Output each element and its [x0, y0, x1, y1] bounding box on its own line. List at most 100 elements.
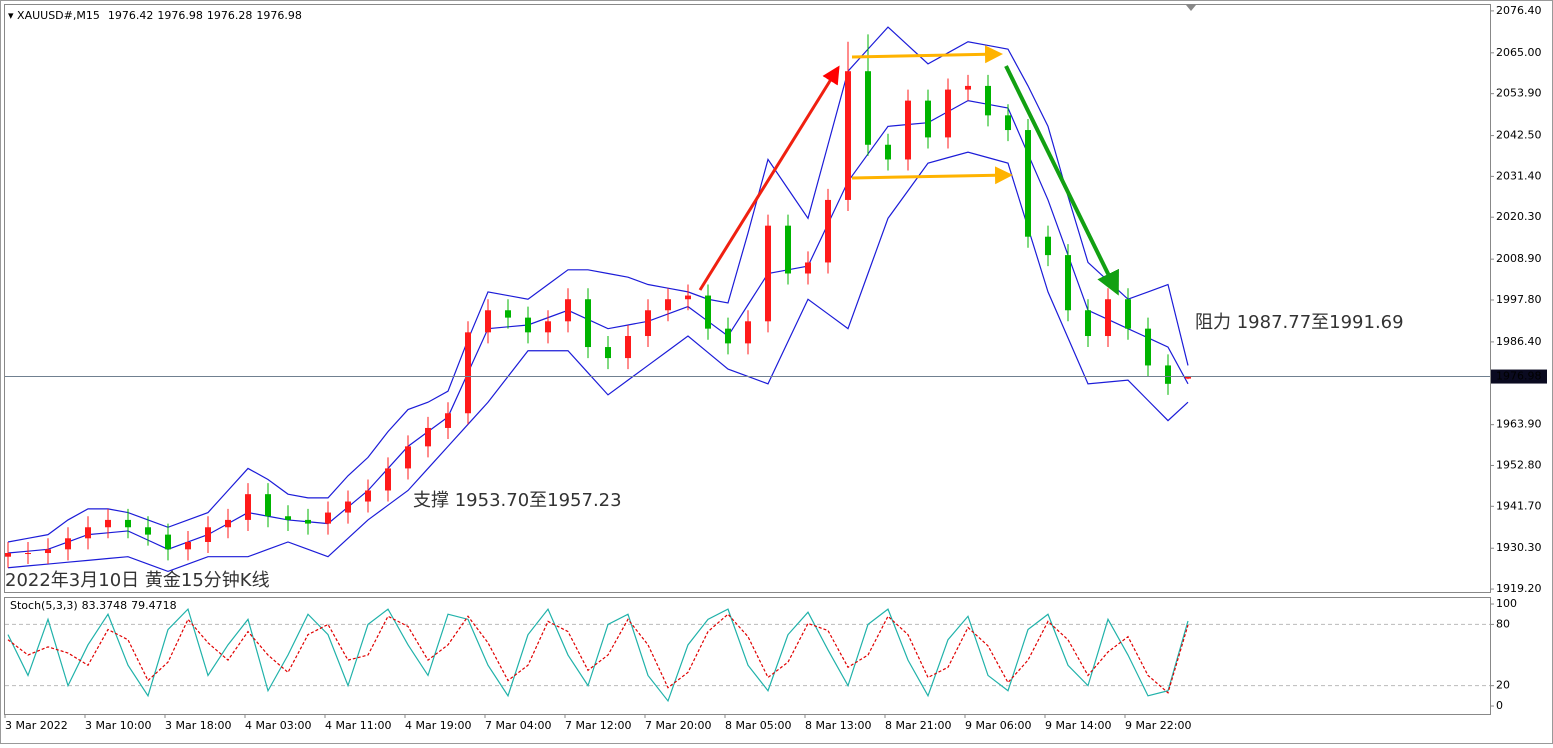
y-tick-label: 0: [1496, 699, 1503, 712]
candle-body: [765, 225, 771, 322]
candle-body: [265, 494, 271, 517]
candle-body: [245, 494, 251, 520]
candle-body: [865, 71, 871, 145]
current-price-box: [1491, 369, 1547, 384]
x-tick-label: 9 Mar 06:00: [965, 719, 1031, 732]
y-tick-label: 2053.90: [1496, 87, 1542, 100]
indicator-value: 79.4718: [131, 599, 177, 612]
x-tick-label: 3 Mar 10:00: [85, 719, 151, 732]
close: 1976.98: [256, 9, 302, 22]
candle-body: [1005, 115, 1011, 131]
candle-body: [785, 225, 791, 274]
trend-arrow: [698, 65, 840, 291]
x-tick-label: 8 Mar 13:00: [805, 719, 871, 732]
annotation: 2022年3月10日 黄金15分钟K线: [5, 570, 270, 591]
x-tick-label: 3 Mar 18:00: [165, 719, 231, 732]
x-tick-label: 9 Mar 22:00: [1125, 719, 1191, 732]
stoch-line: [7, 613, 1189, 694]
candle-body: [925, 100, 931, 138]
candle-body: [225, 519, 231, 528]
candle-body: [825, 199, 831, 263]
header-marker: ▾: [8, 9, 17, 22]
candle-body: [565, 299, 571, 322]
candle-body: [685, 295, 691, 300]
candle-body: [665, 299, 671, 311]
candle-body: [205, 527, 211, 542]
annotation: 阻力 1987.77至1991.69: [1195, 312, 1404, 333]
candle-body: [465, 332, 471, 414]
stoch-panel: [4, 597, 1491, 715]
candle-body: [5, 553, 11, 557]
y-tick-label: 1919.20: [1496, 582, 1542, 595]
y-tick-label: 20: [1496, 679, 1510, 692]
x-tick-label: 8 Mar 21:00: [885, 719, 951, 732]
x-tick-label: 3 Mar 2022: [5, 719, 68, 732]
candle-body: [885, 144, 891, 160]
y-tick-label: 80: [1496, 617, 1510, 630]
high: 1976.98: [157, 9, 203, 22]
candle-body: [905, 100, 911, 160]
candle-body: [385, 468, 391, 491]
candle-body: [645, 310, 651, 337]
candle-body: [585, 299, 591, 348]
candle-body: [745, 321, 751, 344]
candle-body: [1085, 310, 1091, 337]
candle-body: [845, 71, 851, 200]
candle-body: [25, 553, 31, 555]
candle-body: [625, 336, 631, 359]
candle-body: [1145, 328, 1151, 366]
current-price-label: 1976.98: [1496, 370, 1542, 383]
x-tick-label: 7 Mar 20:00: [645, 719, 711, 732]
candle-body: [345, 501, 351, 513]
candle-body: [965, 85, 971, 90]
candle-body: [485, 310, 491, 333]
x-tick-label: 4 Mar 11:00: [325, 719, 391, 732]
y-tick-label: 1941.70: [1496, 499, 1542, 512]
candle-body: [405, 446, 411, 469]
y-tick-label: 2031.40: [1496, 169, 1542, 182]
candle-body: [725, 328, 731, 344]
annotation: 支撑 1953.70至1957.23: [413, 490, 622, 511]
indicator-value: 83.3748: [82, 599, 128, 612]
candle-body: [985, 85, 991, 116]
y-tick-label: 2042.50: [1496, 129, 1542, 142]
main-panel: [4, 4, 1491, 593]
candle-body: [425, 427, 431, 447]
candle-body: [945, 89, 951, 138]
chart-header: ▾ XAUUSD#,M15 1976.42 1976.98 1976.28 1976.9…: [8, 9, 302, 22]
shift-marker: [1186, 5, 1196, 11]
candle-body: [1125, 299, 1131, 329]
y-tick-label: 2008.90: [1496, 252, 1542, 265]
candle-body: [605, 347, 611, 359]
candle-body: [1065, 255, 1071, 311]
x-tick-label: 9 Mar 14:00: [1045, 719, 1111, 732]
y-tick-label: 1963.90: [1496, 418, 1542, 431]
band-line: [7, 151, 1189, 573]
y-tick-label: 2076.40: [1496, 4, 1542, 17]
y-tick-label: 1952.80: [1496, 458, 1542, 471]
candle-body: [185, 541, 191, 550]
candle-body: [85, 527, 91, 539]
x-tick-label: 4 Mar 03:00: [245, 719, 311, 732]
y-tick-label: 1997.80: [1496, 293, 1542, 306]
x-tick-label: 7 Mar 04:00: [485, 719, 551, 732]
x-tick-label: 4 Mar 19:00: [405, 719, 471, 732]
candle-body: [1185, 376, 1191, 379]
symbol: XAUUSD#,M15: [17, 9, 100, 22]
candle-body: [705, 295, 711, 329]
candle-body: [45, 549, 51, 554]
candle-body: [125, 519, 131, 528]
low: 1976.28: [207, 9, 253, 22]
candle-body: [525, 317, 531, 333]
y-tick-label: 1930.30: [1496, 541, 1542, 554]
indicator-header: Stoch(5,3,3) 83.3748 79.4718: [10, 599, 177, 612]
candle-body: [505, 310, 511, 318]
band-line: [7, 99, 1189, 554]
candle-body: [305, 519, 311, 524]
y-tick-label: 1986.40: [1496, 335, 1542, 348]
x-tick-label: 7 Mar 12:00: [565, 719, 631, 732]
y-tick-label: 2065.00: [1496, 46, 1542, 59]
y-tick-label: 100: [1496, 597, 1517, 610]
